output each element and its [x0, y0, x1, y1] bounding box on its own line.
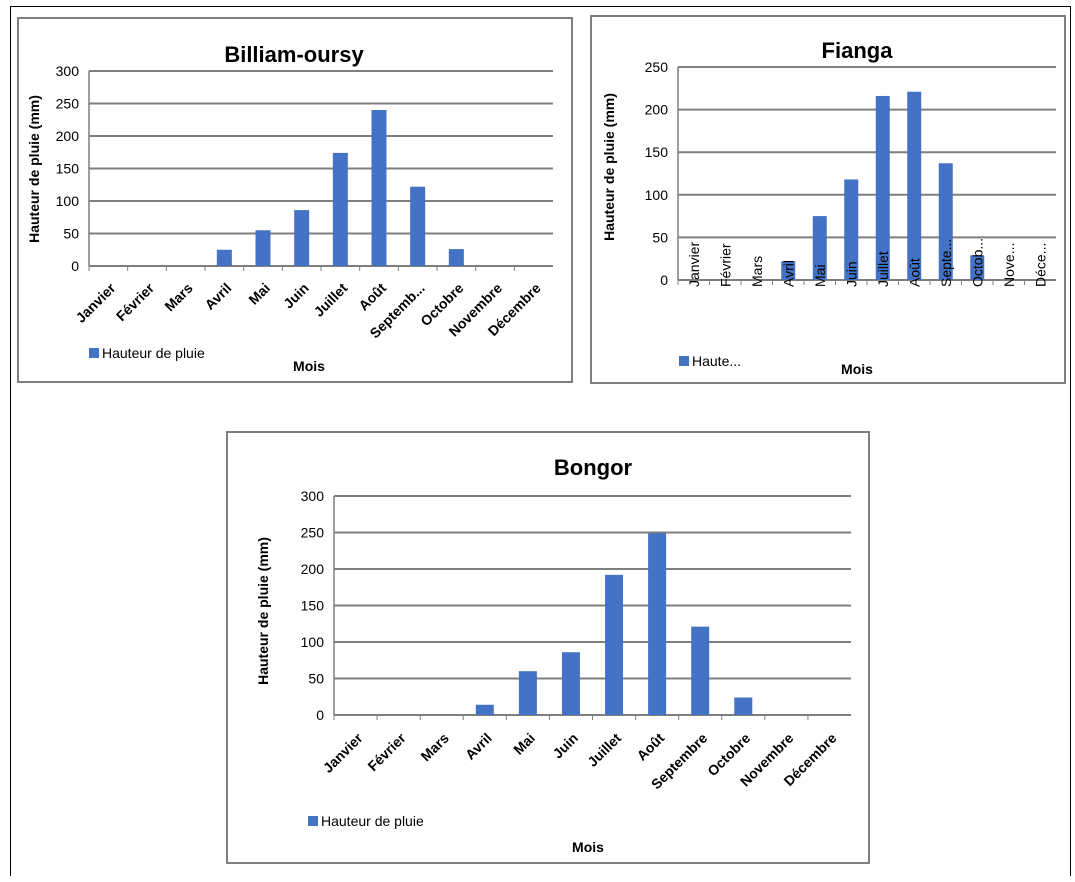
bar-bongor-8 [691, 626, 710, 715]
x-tick-label: Février [113, 279, 158, 324]
x-axis-label: Mois [293, 358, 325, 374]
bar-fianga-6 [875, 95, 890, 280]
y-tick-label: 0 [660, 272, 668, 288]
y-tick-label: 300 [301, 488, 325, 504]
x-tick-label: Avril [780, 260, 796, 287]
x-tick-label: Mai [510, 730, 538, 758]
x-tick-label: Mars [417, 730, 452, 765]
legend-swatch [679, 356, 689, 366]
x-tick-label: Avril [462, 730, 495, 763]
bar-bongor-7 [648, 533, 667, 715]
chart-billiam-oursy: Billiam-oursy 0 50 100 150 200 250 300 Janvier Fé… [17, 17, 573, 383]
bar-fianga-5 [844, 179, 859, 280]
x-tick-label: Février [717, 243, 733, 287]
chart-bongor: Bongor 0 50 100 150 200 250 300 Janvier Février Ma… [226, 431, 870, 864]
y-tick-label: 100 [301, 634, 325, 650]
y-tick-label: 50 [63, 226, 79, 242]
x-tick-label: Juillet [311, 280, 351, 320]
y-axis-label: Hauteur de pluie (mm) [601, 93, 617, 241]
x-tick-label: Février [364, 729, 409, 774]
y-tick-label: 100 [645, 187, 669, 203]
bar-fianga-9 [970, 255, 985, 280]
x-tick-label: Janvier [72, 279, 118, 325]
y-tick-label: 200 [301, 561, 325, 577]
bar-billiam-7 [371, 110, 387, 266]
x-tick-label: Août [906, 258, 922, 287]
bar-bongor-6 [605, 574, 624, 715]
x-tick-label: Août [355, 280, 389, 314]
y-tick-label: 250 [301, 525, 325, 541]
x-axis-label: Mois [572, 839, 604, 855]
y-tick-label: 150 [56, 161, 80, 177]
x-tick-label: Janvier [686, 242, 702, 287]
x-tick-label: Juin [843, 261, 859, 287]
x-tick-label: Mai [245, 280, 273, 308]
y-tick-label: 200 [56, 128, 80, 144]
legend-label: Hauteur de pluie [321, 813, 424, 829]
y-tick-label: 0 [71, 258, 79, 274]
y-tick-label: 150 [301, 598, 325, 614]
x-tick-label: Juin [549, 730, 581, 762]
legend-label: Hauteur de pluie [102, 345, 205, 361]
x-tick-label: Mai [812, 264, 828, 287]
chart-title: Bongor [554, 455, 633, 480]
x-tick-label: Juillet [875, 251, 891, 287]
x-tick-label: Avril [201, 280, 234, 313]
bar-billiam-5 [294, 210, 310, 266]
y-tick-label: 150 [645, 144, 669, 160]
bar-billiam-6 [332, 152, 348, 266]
bar-bongor-9 [734, 697, 753, 715]
chart-title: Fianga [822, 38, 894, 63]
x-tick-label: Septe... [938, 239, 954, 287]
bar-bongor-3 [475, 704, 494, 715]
y-tick-label: 100 [56, 193, 80, 209]
x-tick-label: Mars [161, 280, 196, 315]
x-axis-label: Mois [841, 361, 873, 377]
y-tick-label: 300 [56, 63, 80, 79]
bar-fianga-3 [781, 261, 796, 280]
y-axis-label: Hauteur de pluie (mm) [255, 537, 271, 685]
legend-swatch [89, 348, 99, 358]
y-tick-label: 250 [56, 96, 80, 112]
bar-billiam-9 [448, 249, 464, 266]
x-tick-label: Nove... [1001, 243, 1017, 287]
y-tick-label: 50 [308, 671, 324, 687]
bar-bongor-4 [518, 671, 537, 715]
x-tick-label: Mars [749, 256, 765, 287]
bar-fianga-4 [812, 216, 827, 280]
x-tick-label: Juillet [584, 730, 624, 770]
x-tick-label: Déce... [1032, 243, 1048, 287]
page-frame [10, 6, 1071, 876]
y-tick-label: 50 [652, 229, 668, 245]
bar-billiam-8 [410, 186, 426, 266]
y-axis-label: Hauteur de pluie (mm) [26, 95, 42, 243]
legend-label: Haute... [692, 353, 741, 369]
x-tick-label: Octob... [969, 238, 985, 287]
chart-fianga: Fianga 0 50 100 150 200 250 Janvier Février Mars A… [590, 15, 1066, 384]
y-tick-label: 0 [316, 707, 324, 723]
bar-fianga-8 [938, 163, 953, 280]
chart-svg-billiam-oursy: Billiam-oursy 0 50 100 150 200 250 300 JanvierFé… [26, 42, 553, 374]
bar-bongor-5 [561, 652, 580, 715]
chart-svg-fianga: Fianga 0 50 100 150 200 250 Janvier Février Mars A… [601, 38, 1056, 377]
bar-fianga-7 [907, 91, 922, 280]
x-tick-label: Août [633, 730, 667, 764]
x-tick-label: Juin [280, 280, 312, 312]
legend-swatch [308, 816, 318, 826]
y-tick-label: 200 [645, 102, 669, 118]
chart-title: Billiam-oursy [224, 42, 364, 67]
bar-billiam-4 [255, 230, 271, 266]
x-tick-label: Janvier [320, 729, 366, 775]
y-tick-label: 250 [645, 59, 669, 75]
bar-billiam-3 [216, 249, 232, 266]
